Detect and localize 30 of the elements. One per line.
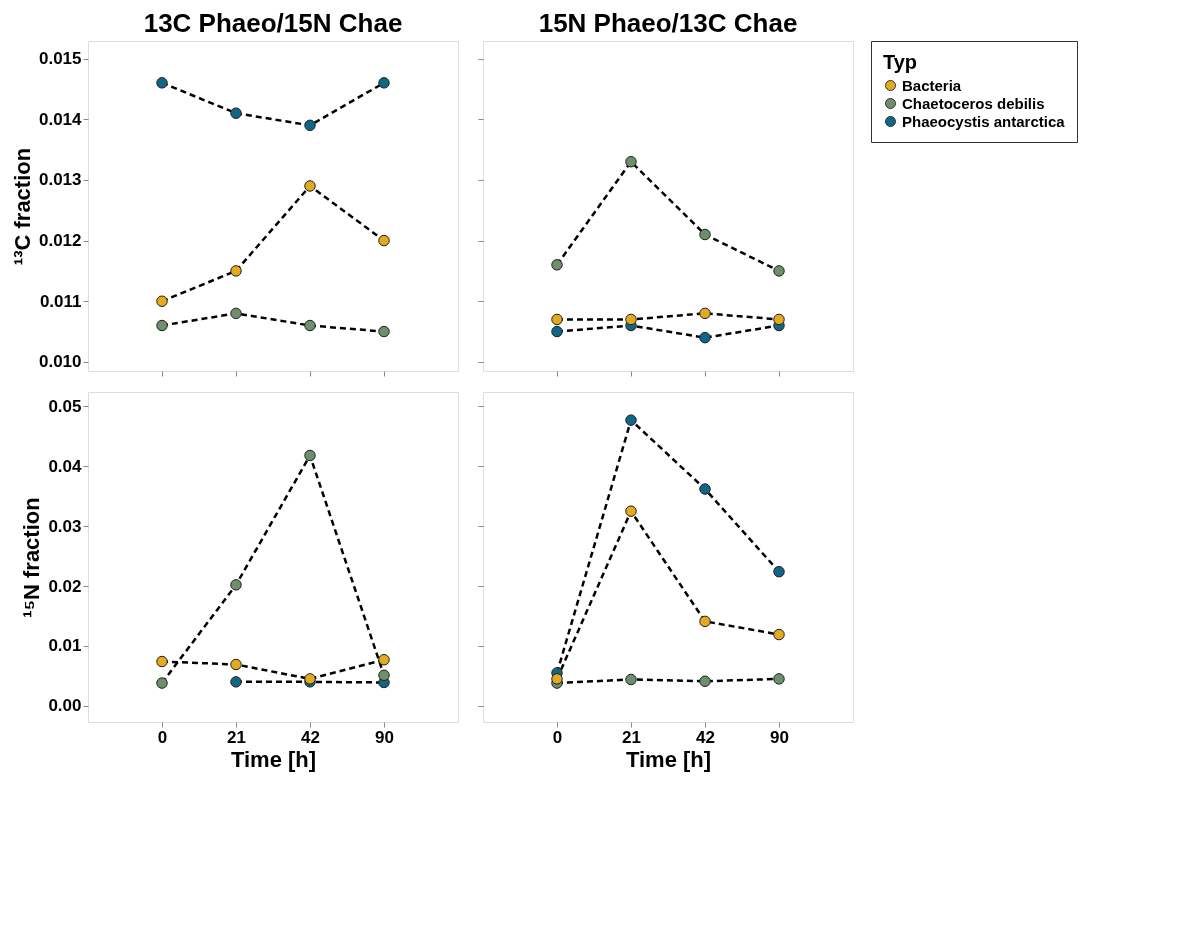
y-tick-label: 0.012 xyxy=(38,231,82,251)
x-tick-label: 90 xyxy=(770,727,789,747)
legend-label: Phaeocystis antarctica xyxy=(902,112,1066,130)
y-axis-title: ¹³C fraction xyxy=(9,147,35,266)
legend-title: Typ xyxy=(883,51,918,73)
legend-label: Chaetoceros debilis xyxy=(902,94,1045,112)
chart-title: 15N Phaeo/13C Chae xyxy=(538,7,798,38)
y-tick-label: 0.014 xyxy=(38,109,83,129)
legend-label: Bacteria xyxy=(902,76,962,94)
x-axis-title: Time [h] xyxy=(625,746,712,772)
x-tick-label: 0 xyxy=(157,727,168,747)
x-tick-label: 42 xyxy=(696,727,715,747)
y-tick-label: 0.03 xyxy=(48,516,82,536)
chart-title: 13C Phaeo/15N Chae xyxy=(143,8,403,38)
x-tick-label: 21 xyxy=(622,727,641,747)
x-tick-label: 21 xyxy=(227,727,246,747)
x-tick-label: 42 xyxy=(301,727,320,747)
y-tick-label: 0.02 xyxy=(48,576,82,596)
x-tick-label: 0 xyxy=(552,727,563,747)
y-tick-label: 0.04 xyxy=(48,456,83,476)
y-tick-label: 0.010 xyxy=(38,352,82,372)
y-tick-label: 0.00 xyxy=(48,696,82,716)
y-tick-label: 0.05 xyxy=(48,396,82,416)
y-tick-label: 0.011 xyxy=(39,291,82,311)
y-tick-label: 0.013 xyxy=(38,170,82,190)
x-axis-title: Time [h] xyxy=(230,746,317,772)
y-axis-title: ¹⁵N fraction xyxy=(19,497,45,618)
x-tick-label: 90 xyxy=(375,727,394,747)
y-tick-label: 0.01 xyxy=(48,636,82,656)
y-tick-label: 0.015 xyxy=(38,49,82,69)
